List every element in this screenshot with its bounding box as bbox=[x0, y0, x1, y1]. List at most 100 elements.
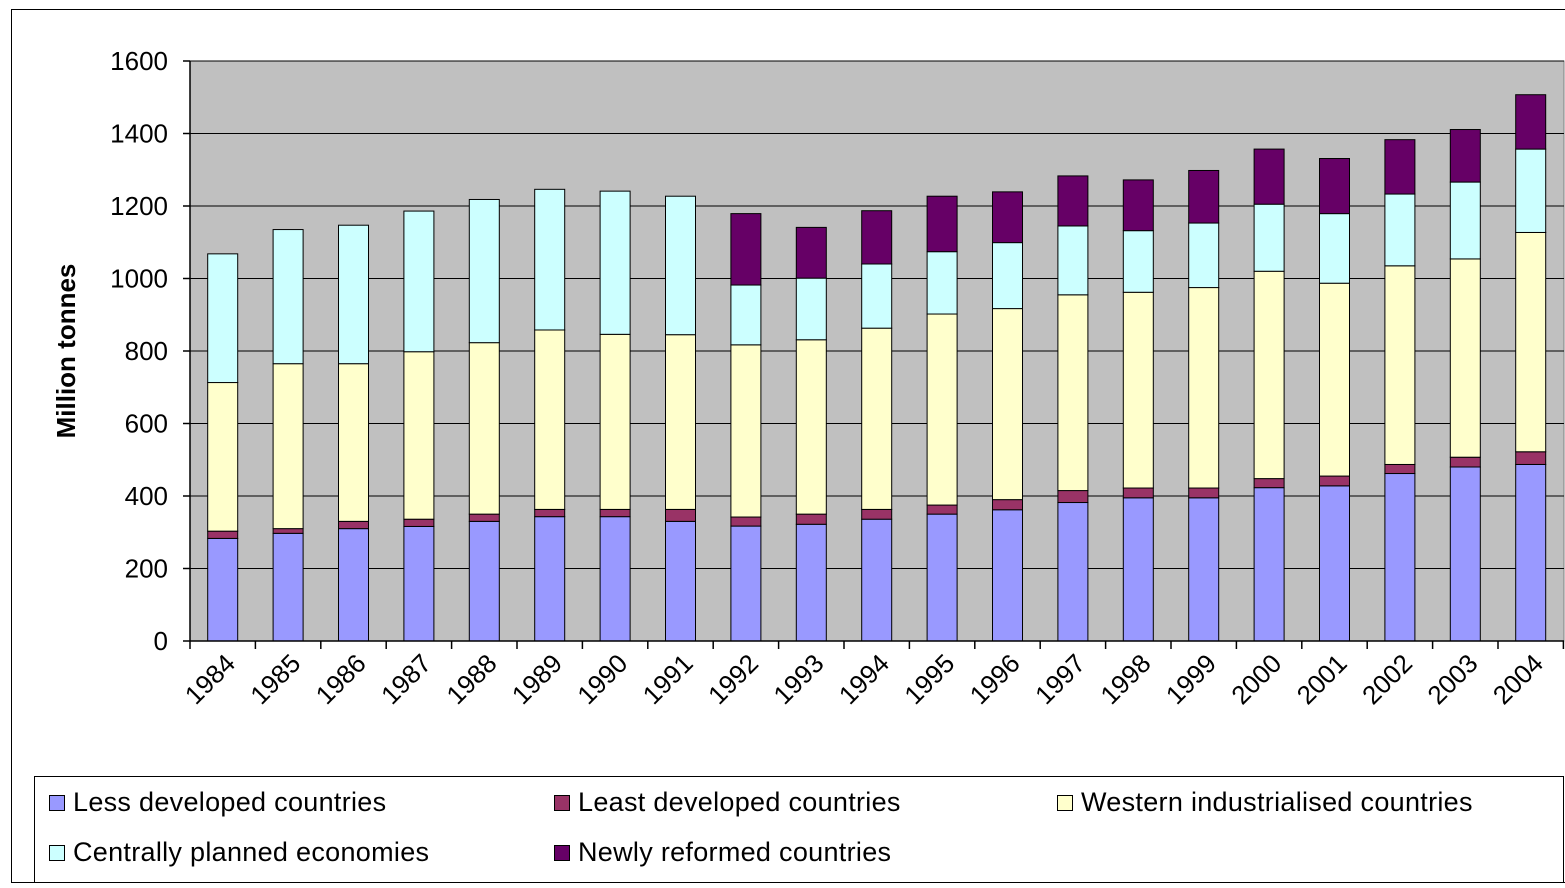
bar-segment bbox=[1057, 490, 1089, 504]
bar-segment bbox=[599, 516, 631, 642]
bar-segment bbox=[599, 508, 631, 518]
bar-segment bbox=[861, 210, 893, 265]
legend-label: Western industrialised countries bbox=[1081, 787, 1473, 817]
x-tick-label: 1998 bbox=[1094, 648, 1156, 710]
legend-label: Centrally planned economies bbox=[73, 837, 430, 867]
bar-segment bbox=[1449, 456, 1481, 468]
bar-segment bbox=[730, 284, 762, 346]
bar-segment bbox=[795, 277, 827, 341]
bar-segment bbox=[795, 339, 827, 515]
bar-segment bbox=[665, 508, 696, 522]
x-tick-label: 1986 bbox=[310, 648, 372, 710]
bar-segment bbox=[338, 528, 369, 642]
x-tick-labels: 1984 1985 1986 1987 1988 1989 1990 1991 1992 1993… bbox=[179, 648, 1549, 710]
y-tick-label: 800 bbox=[125, 336, 168, 366]
y-tick-label: 1200 bbox=[110, 191, 168, 221]
bar-segment bbox=[1188, 487, 1220, 499]
legend-swatch bbox=[49, 794, 65, 811]
x-tick-label: 2000 bbox=[1225, 648, 1287, 710]
bar-segment bbox=[1122, 179, 1154, 232]
x-tick-label: 1994 bbox=[833, 648, 895, 710]
bar-segment bbox=[1057, 225, 1089, 296]
bar-segment bbox=[1384, 139, 1416, 195]
bar-segment bbox=[1253, 478, 1285, 489]
bar-segment bbox=[338, 363, 369, 522]
bar-segment bbox=[1253, 487, 1285, 642]
bar-segment bbox=[1449, 129, 1481, 183]
x-tick-label: 1991 bbox=[637, 648, 699, 710]
bar-segment bbox=[468, 342, 500, 515]
legend-item-centrally-planned: Centrally planned economies bbox=[49, 837, 429, 868]
bar-segment bbox=[1188, 169, 1220, 224]
bar-segment bbox=[468, 520, 500, 642]
bar-segment bbox=[861, 508, 893, 520]
bar-segment bbox=[1057, 502, 1089, 642]
bar-segment bbox=[665, 195, 696, 336]
bar-segment bbox=[1253, 203, 1285, 272]
bar-segment bbox=[861, 518, 893, 642]
bar-segment bbox=[1122, 291, 1154, 489]
bar-segment bbox=[992, 499, 1023, 511]
bar-segment bbox=[926, 195, 958, 253]
y-tick-label: 0 bbox=[154, 626, 168, 656]
legend-label: Newly reformed countries bbox=[578, 837, 892, 867]
legend-item-newly-reformed: Newly reformed countries bbox=[554, 837, 891, 868]
bar-segment bbox=[665, 520, 696, 642]
y-tick-label: 400 bbox=[125, 481, 168, 511]
bar-segment bbox=[926, 313, 958, 506]
x-tick-label: 1987 bbox=[375, 648, 437, 710]
bar-segment bbox=[1122, 230, 1154, 293]
bar-segment bbox=[403, 518, 435, 527]
bar-segment bbox=[1515, 231, 1547, 453]
bar-segment bbox=[272, 363, 304, 530]
bar-segment bbox=[1319, 475, 1350, 487]
bar-segment bbox=[272, 532, 304, 642]
bar-segment bbox=[1122, 497, 1154, 642]
x-tick-label: 2003 bbox=[1421, 648, 1483, 710]
bar-segment bbox=[1319, 485, 1350, 642]
x-tick-label: 1996 bbox=[964, 648, 1026, 710]
bar-segment bbox=[795, 513, 827, 525]
x-tick-label: 1990 bbox=[571, 648, 633, 710]
legend-swatch bbox=[1057, 794, 1073, 811]
bar-segment bbox=[403, 525, 435, 642]
bar-segment bbox=[599, 333, 631, 510]
x-tick-label: 1988 bbox=[440, 648, 502, 710]
x-tick-label: 1999 bbox=[1160, 648, 1222, 710]
bar-segment bbox=[599, 190, 631, 335]
bar-segment bbox=[1122, 487, 1154, 499]
y-axis-label: Million tonnes bbox=[51, 264, 81, 439]
x-tick-label: 1992 bbox=[702, 648, 764, 710]
bar-segment bbox=[1188, 287, 1220, 489]
bar-segment bbox=[338, 520, 369, 530]
bar-segment bbox=[730, 344, 762, 518]
bar-segment bbox=[468, 513, 500, 522]
axes bbox=[183, 60, 1565, 649]
bar-segment bbox=[1057, 175, 1089, 227]
bar-segment bbox=[730, 525, 762, 642]
bar-segment bbox=[338, 224, 369, 365]
x-tick-label: 1997 bbox=[1029, 648, 1091, 710]
bar-segment bbox=[1253, 148, 1285, 205]
legend-item-least-developed: Least developed countries bbox=[554, 787, 901, 818]
bar-segment bbox=[207, 530, 239, 539]
bar-segment bbox=[1384, 193, 1416, 267]
bar-segment bbox=[207, 253, 239, 384]
bar-segment bbox=[861, 327, 893, 510]
legend-item-western: Western industrialised countries bbox=[1057, 787, 1473, 818]
y-tick-label: 1600 bbox=[110, 46, 168, 76]
bar-segment bbox=[730, 213, 762, 286]
bar-segment bbox=[1319, 158, 1350, 215]
bar-segment bbox=[795, 226, 827, 279]
bar-segment bbox=[534, 188, 566, 331]
bar-segment bbox=[1515, 148, 1547, 233]
legend-label: Less developed countries bbox=[73, 787, 387, 817]
x-tick-label: 2002 bbox=[1356, 648, 1418, 710]
bar-segment bbox=[1384, 473, 1416, 642]
bar-segment bbox=[1188, 222, 1220, 289]
bar-segment bbox=[861, 263, 893, 329]
bar-segment bbox=[272, 528, 304, 534]
x-tick-label: 1993 bbox=[767, 648, 829, 710]
bar-segment bbox=[795, 523, 827, 642]
y-tick-label: 1400 bbox=[110, 119, 168, 149]
